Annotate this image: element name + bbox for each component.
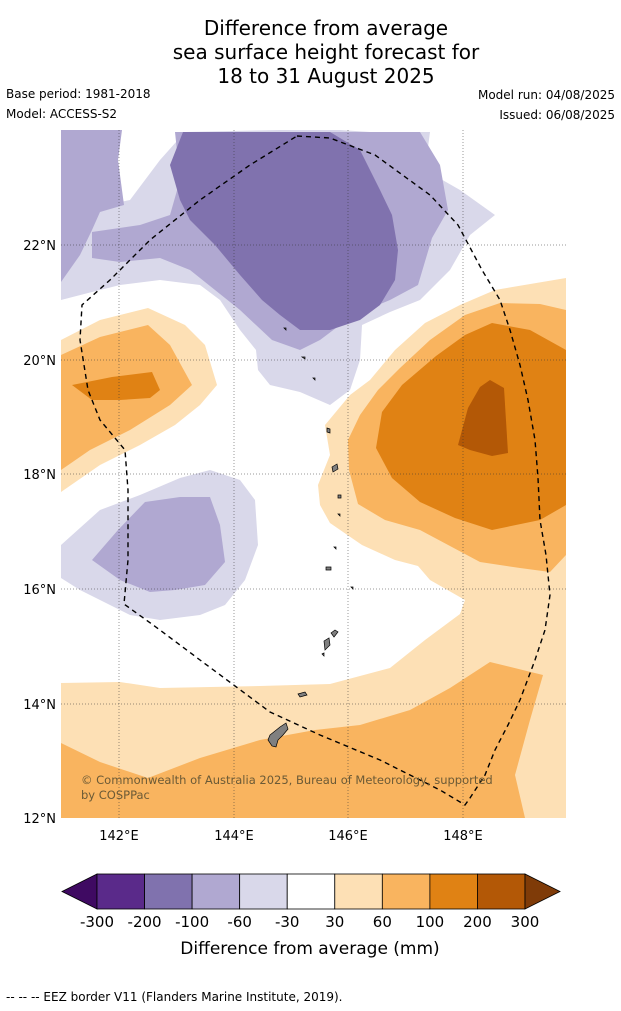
colorbar-bin xyxy=(286,873,336,910)
contour-negative-60-sw xyxy=(92,497,225,592)
gridlines xyxy=(61,130,566,818)
lon-label-142e: 142°E xyxy=(99,829,139,844)
chart-title: Difference from average sea surface heig… xyxy=(0,16,621,88)
lon-label-144e: 144°E xyxy=(214,829,254,844)
colorbar-bin xyxy=(96,873,145,910)
lat-label-22n: 22°N xyxy=(23,239,56,254)
issued-text: Issued: 06/08/2025 xyxy=(499,108,615,122)
lon-label-148e: 148°E xyxy=(443,829,483,844)
lat-labels: 22°N 20°N 18°N 16°N 14°N 12°N xyxy=(23,239,56,827)
colorbar-tick-label: -30 xyxy=(275,913,300,931)
lat-label-20n: 20°N xyxy=(23,354,56,369)
colorbar-tick-label: 200 xyxy=(463,913,492,931)
colorbar: -300 -200 -100 -60 -30 30 60 100 200 300 xyxy=(61,873,561,931)
colorbar-tick-label: 60 xyxy=(373,913,392,931)
colorbar-tick-label: -200 xyxy=(128,913,162,931)
colorbar-arrow-high xyxy=(524,873,561,910)
base-period-text: Base period: 1981-2018 xyxy=(6,87,151,101)
colorbar-bin xyxy=(239,873,288,910)
contour-positive-100-w xyxy=(72,372,160,400)
copyright-line-2: by COSPPac xyxy=(81,788,150,802)
colorbar-tick-label: -60 xyxy=(227,913,252,931)
colorbar-tick-label: 30 xyxy=(325,913,344,931)
model-run-text: Model run: 04/08/2025 xyxy=(477,88,615,102)
eez-footnote: -- -- -- EEZ border V11 (Flanders Marine… xyxy=(6,990,343,1004)
lon-label-146e: 146°E xyxy=(328,829,368,844)
colorbar-bin xyxy=(381,873,431,910)
lat-label-14n: 14°N xyxy=(23,698,56,713)
colorbar-tick-label: 300 xyxy=(511,913,540,931)
colorbar-tick-label: -300 xyxy=(80,913,114,931)
colorbar-bin xyxy=(429,873,478,910)
colorbar-label: Difference from average (mm) xyxy=(180,939,439,959)
colorbar-bin xyxy=(334,873,383,910)
contour-positive-200-e xyxy=(458,380,508,456)
colorbar-tick-label: -100 xyxy=(175,913,209,931)
lat-label-16n: 16°N xyxy=(23,583,56,598)
colorbar-bin xyxy=(191,873,241,910)
lat-label-18n: 18°N xyxy=(23,468,56,483)
colorbar-bin xyxy=(477,873,526,910)
copyright-line-1: © Commonwealth of Australia 2025, Bureau… xyxy=(81,773,493,787)
title-line-1: Difference from average xyxy=(203,16,449,40)
colorbar-arrow-low xyxy=(61,873,98,910)
colorbar-bin xyxy=(144,873,193,910)
title-line-2: sea surface height forecast for xyxy=(172,40,480,64)
island-group xyxy=(267,327,354,748)
colorbar-tick-label: 100 xyxy=(416,913,445,931)
lon-labels: 142°E 144°E 146°E 148°E xyxy=(99,829,483,844)
title-line-3: 18 to 31 August 2025 xyxy=(217,64,435,88)
map-plot-area: © Commonwealth of Australia 2025, Bureau… xyxy=(61,130,566,818)
lat-label-12n: 12°N xyxy=(23,812,56,827)
model-text: Model: ACCESS-S2 xyxy=(6,107,118,121)
